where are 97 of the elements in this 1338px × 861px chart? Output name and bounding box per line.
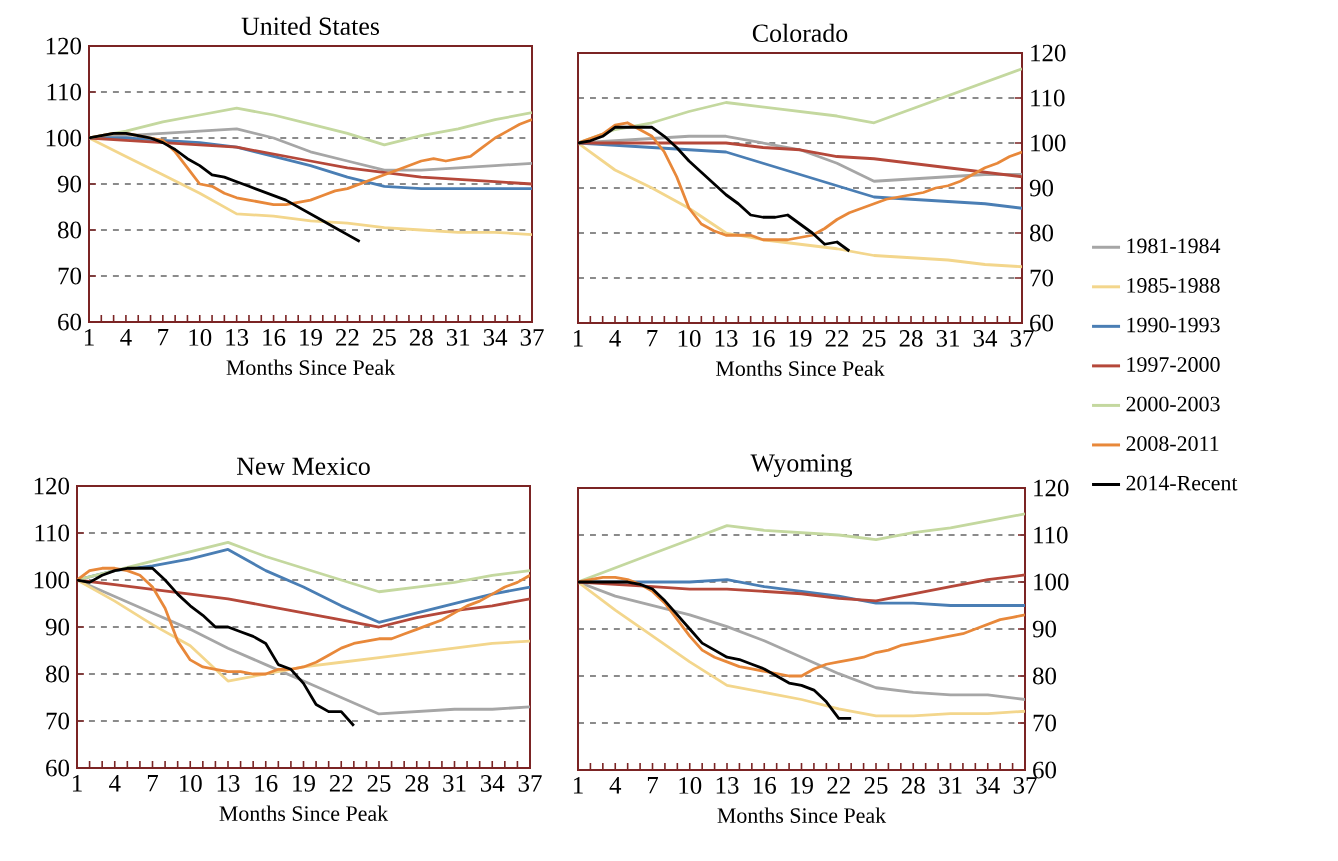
x-tick-label: 1: [84, 329, 94, 346]
x-tick-label: 28: [405, 775, 429, 792]
y-tick-label: 70: [46, 712, 70, 730]
x-tick-label: 28: [899, 330, 923, 347]
x-tick-label: 19: [789, 330, 812, 347]
x-tick-label: 16: [255, 775, 278, 792]
chart-title: United States: [241, 16, 380, 36]
y-tick-label: 110: [47, 83, 82, 101]
y-tick-label: 100: [34, 571, 70, 589]
x-tick-label: 34: [973, 330, 998, 347]
x-tick-label: 22: [329, 775, 353, 792]
y-tick-label: 120: [34, 477, 70, 495]
y-tick-label: 120: [1031, 44, 1066, 62]
x-tick-label: 13: [226, 329, 249, 346]
y-tick-label: 110: [35, 524, 70, 542]
x-tick-label: 10: [179, 775, 202, 792]
y-tick-label: 70: [58, 267, 82, 285]
x-tick-label: 34: [483, 329, 508, 346]
y-tick-label: 110: [1031, 89, 1065, 107]
y-tick-label: 100: [1034, 573, 1069, 591]
x-tick-label: 7: [147, 775, 159, 792]
y-tick-label: 90: [1032, 620, 1056, 638]
x-axis-title: Months Since Peak: [717, 807, 887, 823]
x-tick-label: 22: [827, 777, 850, 794]
x-tick-label: 25: [862, 330, 886, 347]
y-tick-label: 110: [1034, 526, 1068, 544]
legend-label: 1981-1984: [1127, 238, 1221, 254]
x-tick-label: 4: [120, 329, 132, 346]
y-tick-label: 100: [46, 129, 82, 147]
x-tick-label: 31: [446, 329, 470, 346]
x-tick-label: 7: [647, 777, 659, 794]
legend-label: 2014-Recent: [1126, 475, 1238, 491]
x-tick-label: 37: [1010, 330, 1034, 347]
x-tick-label: 34: [480, 775, 505, 792]
x-tick-label: 22: [825, 330, 849, 347]
x-tick-label: 13: [716, 777, 739, 794]
y-tick-label: 80: [1032, 667, 1056, 685]
y-tick-label: 90: [45, 618, 70, 636]
x-tick-label: 1: [573, 777, 583, 794]
x-tick-label: 34: [976, 777, 1000, 794]
x-tick-label: 13: [217, 775, 240, 792]
y-tick-label: 80: [57, 221, 82, 239]
x-tick-label: 31: [443, 775, 466, 792]
x-tick-label: 22: [336, 329, 359, 346]
x-tick-label: 31: [936, 330, 959, 347]
x-tick-label: 10: [678, 330, 701, 347]
x-tick-label: 37: [518, 775, 542, 792]
x-tick-label: 4: [109, 775, 121, 792]
y-tick-label: 80: [1029, 224, 1053, 242]
y-tick-label: 80: [45, 665, 70, 683]
x-tick-label: 28: [409, 329, 433, 346]
y-tick-label: 70: [1030, 269, 1053, 287]
y-tick-label: 60: [1030, 314, 1053, 332]
y-tick-label: 60: [46, 759, 70, 777]
x-tick-label: 4: [609, 330, 621, 347]
x-tick-label: 25: [372, 329, 396, 346]
x-tick-label: 7: [647, 330, 658, 347]
y-tick-label: 90: [57, 175, 82, 193]
y-tick-label: 120: [46, 37, 82, 55]
legend-label: 1985-1988: [1127, 278, 1220, 293]
x-tick-label: 25: [367, 775, 391, 792]
x-tick-label: 37: [520, 329, 544, 346]
line-series: [89, 136, 533, 236]
y-tick-label: 70: [1033, 714, 1056, 732]
x-tick-label: 31: [939, 777, 962, 794]
legend-label: 2000-2003: [1126, 396, 1220, 412]
x-tick-label: 16: [753, 777, 776, 794]
y-tick-label: 120: [1034, 479, 1069, 497]
y-tick-label: 90: [1029, 179, 1053, 197]
chart-title: Colorado: [752, 23, 848, 43]
x-tick-label: 13: [715, 330, 738, 347]
x-tick-label: 28: [901, 777, 925, 794]
x-tick-label: 10: [189, 329, 212, 346]
x-axis-title: Months Since Peak: [226, 359, 396, 375]
x-axis-title: Months Since Peak: [716, 360, 885, 376]
y-tick-label: 60: [58, 313, 82, 331]
x-tick-label: 19: [791, 777, 813, 794]
x-tick-label: 19: [300, 329, 322, 346]
legend-label: 1990-1993: [1127, 317, 1220, 333]
x-tick-label: 10: [679, 777, 702, 794]
legend-label: 1997-2000: [1127, 357, 1220, 372]
x-tick-label: 7: [158, 329, 169, 346]
chart-title: Wyoming: [750, 454, 853, 478]
x-tick-label: 37: [1013, 777, 1037, 794]
y-tick-label: 60: [1033, 761, 1056, 779]
line-series: [77, 566, 530, 676]
x-tick-label: 16: [752, 330, 775, 347]
x-tick-label: 1: [72, 775, 82, 792]
chart-title: New Mexico: [236, 457, 370, 476]
x-tick-label: 19: [293, 775, 315, 792]
x-tick-label: 1: [573, 330, 583, 347]
x-axis-title: Months Since Peak: [219, 805, 389, 821]
y-tick-label: 100: [1031, 134, 1066, 152]
x-tick-label: 16: [263, 329, 286, 346]
x-tick-label: 4: [609, 777, 622, 794]
legend-label: 2008-2011: [1126, 436, 1219, 451]
x-tick-label: 25: [864, 777, 888, 794]
